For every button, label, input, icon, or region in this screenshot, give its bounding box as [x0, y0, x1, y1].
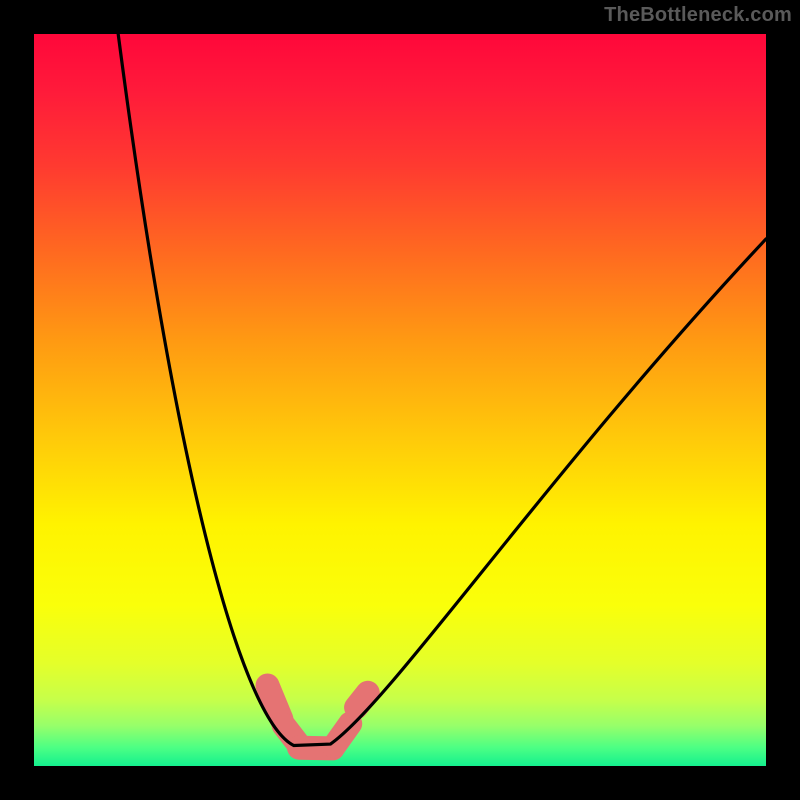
- marker-segment: [356, 693, 368, 708]
- bottleneck-chart: [0, 0, 800, 800]
- chart-container: TheBottleneck.com: [0, 0, 800, 800]
- plot-background: [34, 34, 766, 766]
- watermark-text: TheBottleneck.com: [604, 4, 792, 27]
